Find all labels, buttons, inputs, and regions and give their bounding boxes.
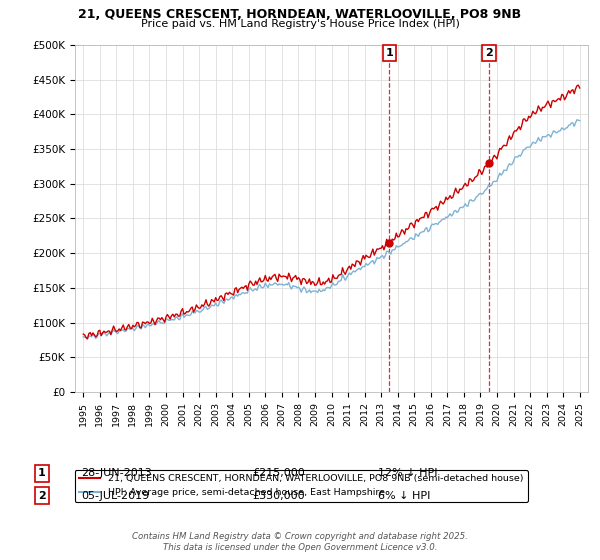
Text: Contains HM Land Registry data © Crown copyright and database right 2025.
This d: Contains HM Land Registry data © Crown c… — [132, 532, 468, 552]
Text: 2: 2 — [38, 491, 46, 501]
Text: 1: 1 — [38, 468, 46, 478]
Text: 2: 2 — [485, 48, 493, 58]
Text: Price paid vs. HM Land Registry's House Price Index (HPI): Price paid vs. HM Land Registry's House … — [140, 19, 460, 29]
Text: £215,000: £215,000 — [252, 468, 305, 478]
Text: 1: 1 — [385, 48, 393, 58]
Text: 21, QUEENS CRESCENT, HORNDEAN, WATERLOOVILLE, PO8 9NB: 21, QUEENS CRESCENT, HORNDEAN, WATERLOOV… — [79, 8, 521, 21]
Text: 05-JUL-2019: 05-JUL-2019 — [81, 491, 149, 501]
Text: 6% ↓ HPI: 6% ↓ HPI — [378, 491, 430, 501]
Text: 28-JUN-2013: 28-JUN-2013 — [81, 468, 152, 478]
Text: 12% ↓ HPI: 12% ↓ HPI — [378, 468, 437, 478]
Legend: 21, QUEENS CRESCENT, HORNDEAN, WATERLOOVILLE, PO8 9NB (semi-detached house), HPI: 21, QUEENS CRESCENT, HORNDEAN, WATERLOOV… — [74, 470, 528, 502]
Text: £330,000: £330,000 — [252, 491, 305, 501]
